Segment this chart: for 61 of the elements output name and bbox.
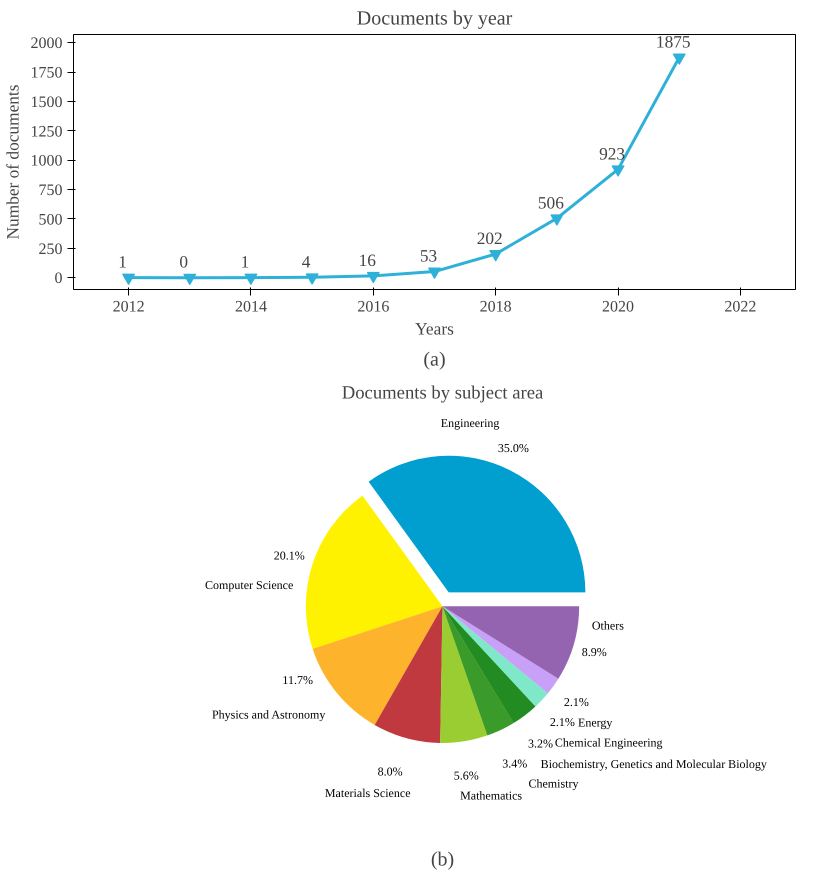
x-tick-label: 2022 — [724, 298, 756, 316]
point — [183, 274, 196, 286]
data-label: 35.0% — [498, 441, 529, 456]
x-tick-label: 2014 — [234, 298, 267, 316]
data-label: 506 — [538, 193, 564, 212]
y-tick-label: 1250 — [30, 123, 62, 140]
data-label: 0 — [179, 252, 188, 272]
data-label: 20.1% — [274, 548, 305, 562]
data-label: 5.6% — [454, 768, 479, 783]
text: (a) — [423, 348, 446, 370]
data-label: 202 — [476, 229, 503, 248]
data-label: 1 — [118, 252, 127, 272]
y-tick-label: 500 — [38, 211, 62, 228]
y-axis-title: Number of documents — [4, 84, 22, 240]
slice-label: Chemistry — [528, 776, 578, 791]
y-tick-label: 1750 — [30, 64, 62, 82]
data-label: 8.0% — [378, 764, 403, 779]
y-tick-label: 1500 — [30, 94, 62, 111]
x-tick-label: 2016 — [357, 298, 390, 316]
point — [550, 214, 564, 226]
x-tick-label: 2020 — [602, 298, 634, 316]
y-tick-label: 750 — [38, 182, 62, 200]
text: (b) — [430, 848, 454, 870]
point — [489, 250, 502, 262]
data-label: 4 — [302, 252, 311, 272]
slice-label: Biochemistry, Genetics and Molecular Biology — [540, 756, 767, 771]
point — [612, 165, 625, 177]
x-tick-label: 2012 — [112, 298, 145, 316]
slice-label: Materials Science — [324, 786, 411, 800]
slice-label: Computer Science — [205, 578, 294, 592]
slice-label: Energy — [578, 715, 612, 730]
data-label: 923 — [599, 144, 626, 164]
slice-label: Chemical Engineering — [554, 735, 663, 750]
x-axis-title: Years — [415, 320, 454, 338]
data-label: 3.4% — [502, 756, 528, 771]
point — [306, 273, 319, 285]
point — [244, 274, 258, 286]
chart-title: Documents by year — [356, 8, 513, 30]
point — [122, 274, 136, 286]
y-tick-label: 250 — [38, 240, 62, 258]
data-label: 2.1% — [564, 694, 589, 709]
x-tick-label: 2018 — [480, 298, 512, 316]
data-label: 11.7% — [282, 673, 313, 688]
slice-label: Engineering — [440, 416, 500, 430]
point — [428, 268, 441, 279]
chart-title: Documents by subject area — [342, 382, 544, 404]
point — [672, 53, 686, 65]
slice-label: Mathematics — [460, 788, 522, 802]
data-label: 2.1% — [550, 714, 575, 729]
data-label: 53 — [420, 246, 438, 266]
y-tick-label: 1000 — [30, 152, 62, 170]
y-tick-label: 0 — [54, 270, 62, 288]
point — [366, 272, 380, 284]
data-label: 1 — [240, 252, 250, 272]
data-label: 3.2% — [528, 736, 554, 750]
data-label: 16 — [358, 250, 376, 270]
data-label: 1875 — [656, 32, 691, 52]
slice-label: Others — [592, 618, 624, 632]
y-tick-label: 2000 — [30, 35, 62, 52]
slice-label: Physics and Astronomy — [212, 708, 326, 722]
data-label: 8.9% — [582, 644, 607, 659]
